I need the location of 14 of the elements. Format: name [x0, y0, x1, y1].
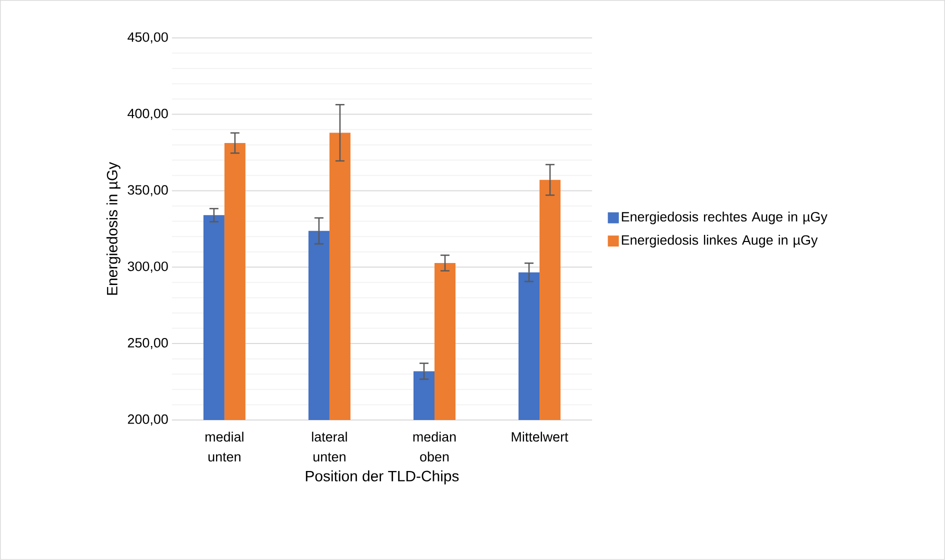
y-tick-label: 450,00 [128, 32, 168, 44]
x-tick-label: Mittelwert [512, 432, 568, 442]
y-tick-label: 250,00 [128, 338, 168, 350]
y-tick-label: 400,00 [128, 108, 168, 120]
y-tick-label: 200,00 [128, 414, 168, 426]
x-axis-title: Position der TLD-Chips [306, 470, 459, 484]
legend-label: Energiedosis rechtes Auge in µGy [622, 212, 828, 224]
y-tick-label: 300,00 [128, 262, 168, 273]
y-tick-label: 350,00 [128, 185, 168, 196]
y-axis-title: Energiedosis in µGy [106, 162, 120, 295]
x-tick-label: lateral unten [312, 432, 347, 462]
x-tick-label: median oben [413, 432, 456, 462]
legend-label: Energiedosis linkes Auge in µGy [622, 234, 818, 248]
x-tick-label: medial unten [206, 432, 244, 462]
